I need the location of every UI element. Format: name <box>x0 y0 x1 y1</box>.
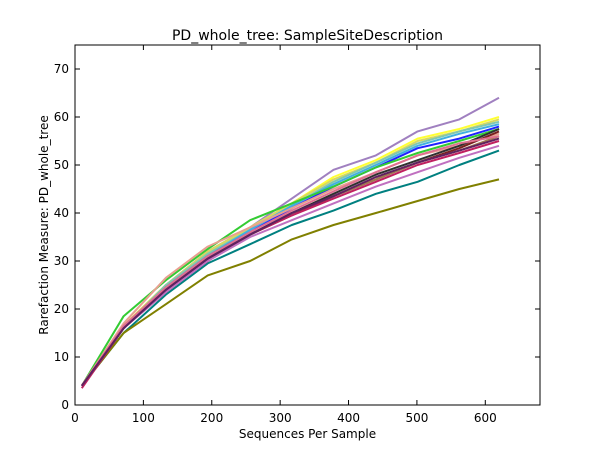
x-tick-label: 0 <box>71 411 79 425</box>
x-tick-label: 600 <box>474 411 497 425</box>
x-tick-label: 500 <box>405 411 428 425</box>
y-tick-label: 0 <box>61 398 69 412</box>
y-axis-label: Rarefaction Measure: PD_whole_tree <box>37 115 51 334</box>
series-line-14 <box>80 144 500 387</box>
y-tick-label: 50 <box>54 158 69 172</box>
x-tick-label: 400 <box>337 411 360 425</box>
series-line-9 <box>81 149 500 387</box>
x-tick-label: 300 <box>269 411 292 425</box>
y-tick-label: 20 <box>54 302 69 316</box>
axis-ticks: 0 100 200 300 400 500 600 0 10 20 30 40 50 60 70 <box>54 45 540 425</box>
series-line-16 <box>80 135 500 387</box>
plot-frame <box>74 44 541 406</box>
y-tick-label: 30 <box>54 254 69 268</box>
y-tick-label: 10 <box>54 350 69 364</box>
y-tick-label: 60 <box>54 110 69 124</box>
chart-title: PD_whole_tree: SampleSiteDescription <box>172 28 443 44</box>
y-tick-label: 40 <box>54 206 69 220</box>
series-line-17 <box>80 137 500 387</box>
x-tick-label: 200 <box>200 411 223 425</box>
x-tick-label: 100 <box>132 411 155 425</box>
y-tick-label: 70 <box>54 62 69 76</box>
series-line-10 <box>81 178 500 387</box>
x-axis-label: Sequences Per Sample <box>239 427 376 441</box>
plot-lines <box>80 96 500 389</box>
